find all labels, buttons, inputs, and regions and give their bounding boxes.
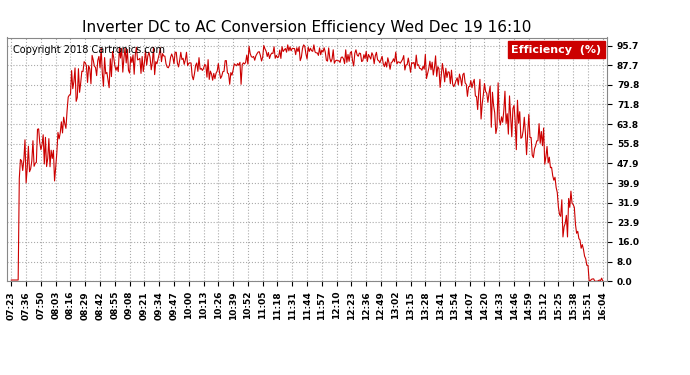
- Text: Copyright 2018 Cartronics.com: Copyright 2018 Cartronics.com: [13, 45, 165, 55]
- Title: Inverter DC to AC Conversion Efficiency Wed Dec 19 16:10: Inverter DC to AC Conversion Efficiency …: [82, 20, 532, 35]
- Text: Efficiency  (%): Efficiency (%): [511, 45, 601, 55]
